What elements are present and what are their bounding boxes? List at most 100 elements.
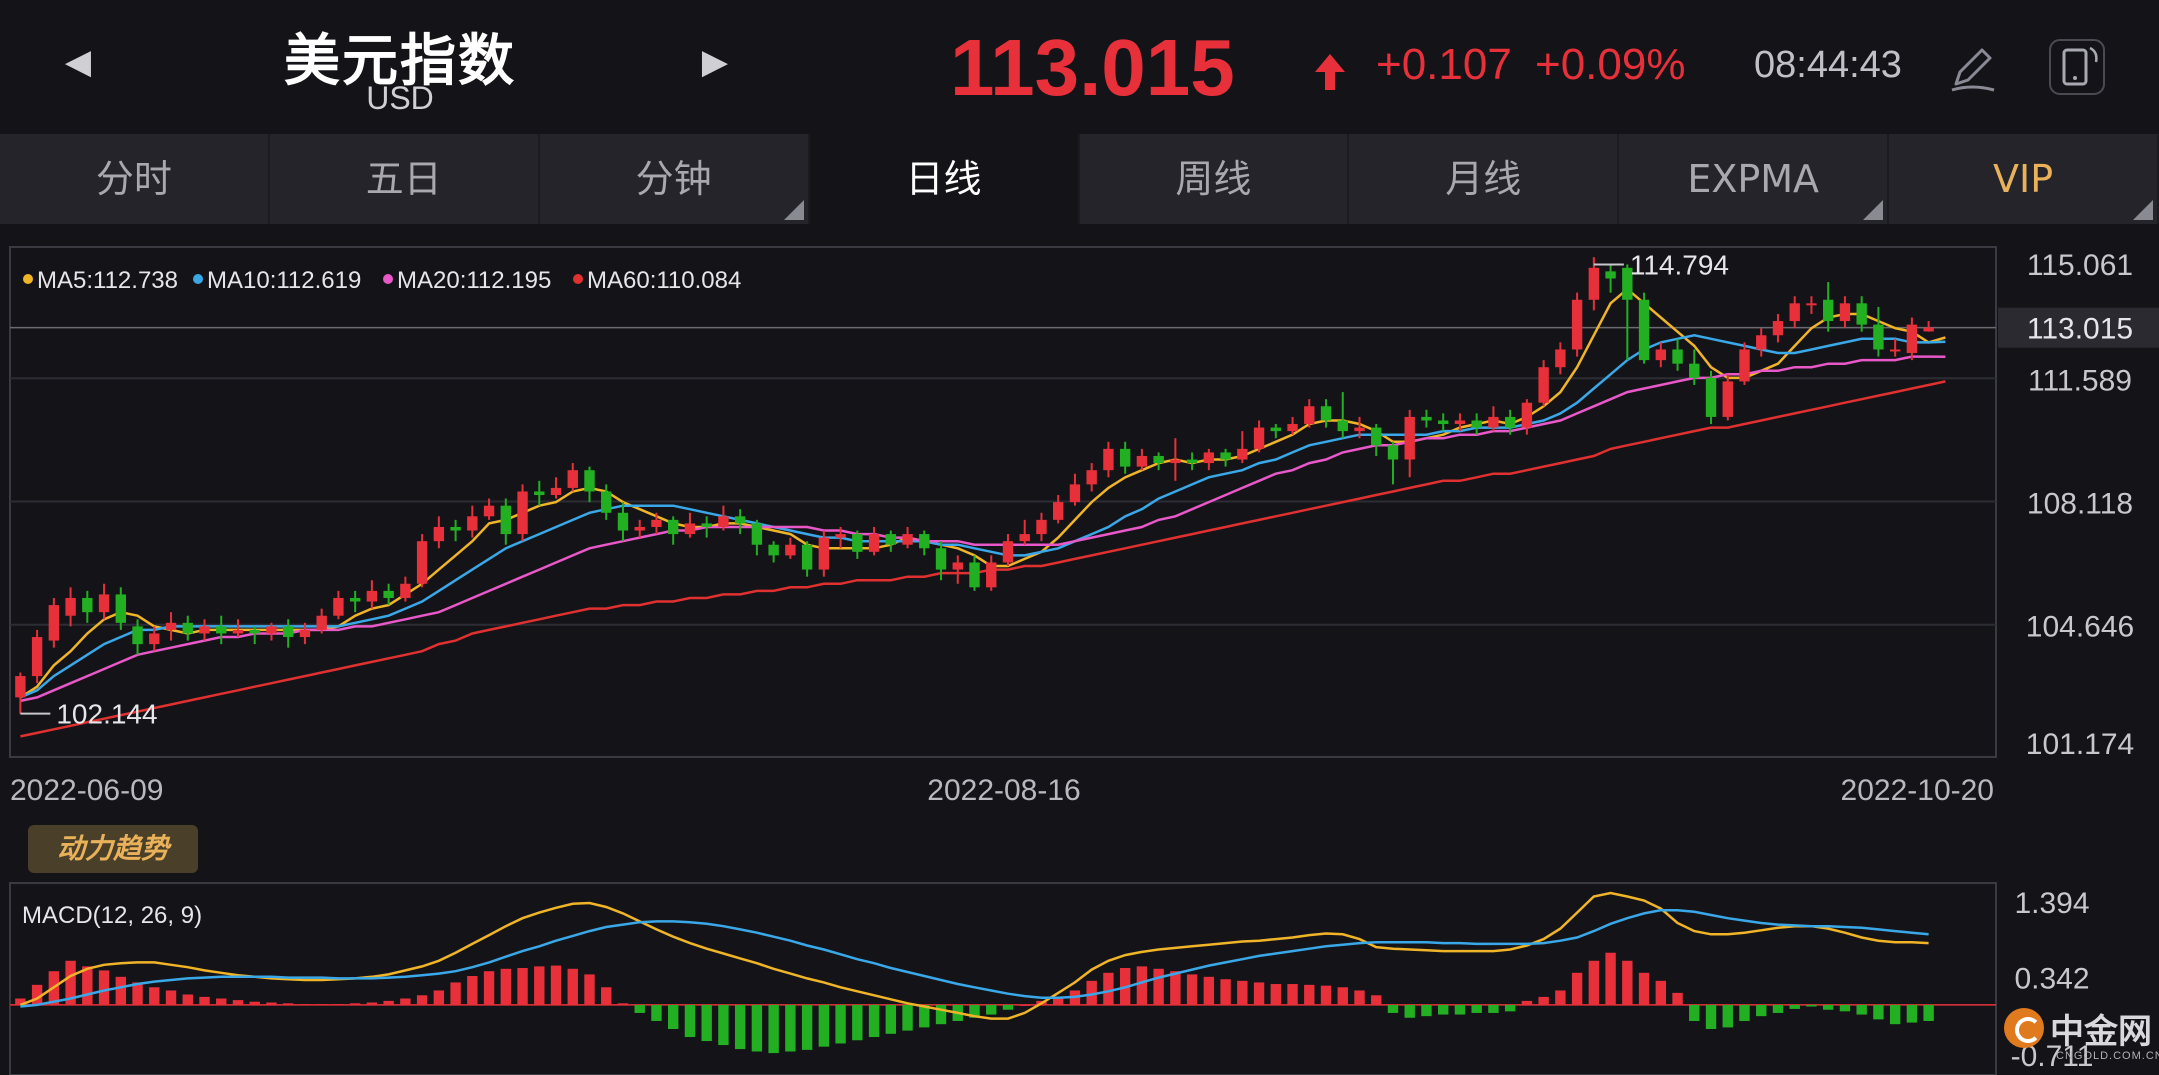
macd-bar: [1722, 1004, 1733, 1028]
candle-body: [668, 519, 679, 535]
candle-body: [1253, 427, 1265, 449]
candle-body: [1722, 381, 1733, 417]
macd-bar: [1337, 987, 1348, 1005]
chevron-left-icon[interactable]: ◀: [64, 43, 92, 81]
legend-dot: [193, 274, 203, 284]
macd-bar: [567, 968, 578, 1005]
tab-label: 周线: [1175, 157, 1252, 201]
candle-body: [400, 583, 411, 598]
tab-daily[interactable]: 日线: [809, 134, 1080, 224]
rotate-screen-icon[interactable]: [2044, 34, 2110, 100]
macd-bar: [1371, 995, 1382, 1005]
candle-body: [952, 562, 963, 570]
macd-y-tick-label: 0.342: [2014, 962, 2089, 995]
macd-bar: [1136, 966, 1148, 1005]
candle-body: [1404, 416, 1415, 460]
candle-body: [333, 597, 344, 616]
macd-bar: [1253, 982, 1265, 1005]
kline-labels: 115.061 111.589 108.118 104.646 101.174 113.0…: [10, 249, 2159, 807]
ma-line-ma10: [19, 334, 1946, 699]
macd-bar: [1689, 1004, 1700, 1021]
macd-bar: [467, 976, 478, 1005]
period-tabs: 分时 五日 分钟 日线 周线 月线 EXPMA VIP: [0, 134, 2159, 224]
legend-dot: [383, 274, 393, 284]
brand-logo-icon: [2004, 1008, 2044, 1048]
candle-body: [701, 523, 712, 527]
tab-minute[interactable]: 分钟: [540, 134, 810, 224]
macd-bar: [132, 982, 143, 1005]
tab-five-day[interactable]: 五日: [270, 134, 540, 224]
candle-body: [1756, 335, 1767, 350]
macd-bar: [1053, 996, 1064, 1005]
macd-frame: [9, 882, 1997, 1075]
candle-body: [651, 519, 662, 527]
candle-body: [232, 629, 244, 634]
macd-bar: [416, 995, 428, 1005]
macd-bar: [701, 1004, 712, 1042]
ma-legend: MA5:112.738 MA10:112.619 MA20:112.195 MA60:…: [23, 267, 741, 294]
macd-bar: [65, 960, 76, 1005]
candle-body: [818, 537, 830, 570]
price-chart[interactable]: 115.061 111.589 108.118 104.646 101.174 113.0…: [0, 224, 2159, 1075]
macd-bar: [1806, 1004, 1817, 1007]
macd-bar: [149, 987, 160, 1005]
chevron-right-icon[interactable]: ▶: [701, 43, 729, 81]
tab-intraday[interactable]: 分时: [0, 134, 270, 224]
candle-body: [986, 562, 997, 588]
candle-body: [1806, 303, 1817, 306]
macd-bar: [299, 1004, 311, 1006]
candle-body: [919, 534, 930, 549]
candle-body: [349, 597, 361, 602]
macd-bar: [31, 984, 43, 1005]
candle-body: [1739, 349, 1750, 382]
macd-bar: [1186, 974, 1198, 1005]
candle-body: [617, 512, 629, 531]
macd-title: MACD(12, 26, 9): [22, 902, 202, 929]
legend-label: MA5:112.738: [37, 267, 178, 294]
arrow-up-icon: [1315, 54, 1345, 90]
candle-body: [48, 605, 60, 641]
macd-bar: [1354, 990, 1365, 1005]
tab-expma[interactable]: EXPMA: [1619, 134, 1890, 224]
price-change-percent: +0.09%: [1535, 40, 1686, 89]
tab-label: 日线: [905, 157, 982, 201]
macd-bar: [651, 1004, 662, 1021]
candle-body: [1789, 303, 1800, 322]
candle-body: [1873, 324, 1884, 350]
macd-bar: [232, 1000, 244, 1005]
max-label: 114.794: [1630, 249, 1729, 280]
candle-body: [1354, 427, 1365, 432]
candle-body: [1237, 448, 1248, 460]
candle-body: [550, 487, 562, 496]
momentum-trend-badge[interactable]: 动力趋势: [28, 825, 198, 873]
candle-body: [15, 676, 26, 698]
candle-body: [483, 505, 495, 517]
candle-body: [1605, 271, 1616, 279]
candle-body: [969, 562, 980, 588]
macd-bar: [801, 1004, 813, 1050]
tab-monthly[interactable]: 月线: [1349, 134, 1620, 224]
tab-vip[interactable]: VIP: [1889, 134, 2159, 224]
candle-body: [852, 534, 863, 552]
macd-bar: [1103, 972, 1114, 1005]
tab-weekly[interactable]: 周线: [1080, 134, 1350, 224]
candle-body: [450, 526, 461, 531]
macd-bar: [349, 1003, 361, 1005]
pen-icon[interactable]: [1944, 40, 2000, 96]
macd-bar: [366, 1002, 378, 1005]
candle-body: [1772, 321, 1784, 336]
candle-body: [1220, 452, 1231, 460]
macd-bar: [1488, 1004, 1499, 1013]
tab-label: 分时: [95, 157, 172, 201]
y-tick-label: 108.118: [2027, 487, 2133, 520]
brand-sub: CNGOLD.COM.CN: [2056, 1050, 2159, 1062]
candles: [15, 257, 1934, 714]
macd-bar: [1555, 990, 1566, 1005]
y-tick-label: 115.061: [2027, 249, 2133, 282]
candle-body: [149, 633, 160, 645]
macd-bar: [935, 1004, 947, 1025]
candle-body: [785, 544, 796, 556]
candle-body: [316, 615, 327, 630]
macd-bar: [1889, 1004, 1901, 1025]
